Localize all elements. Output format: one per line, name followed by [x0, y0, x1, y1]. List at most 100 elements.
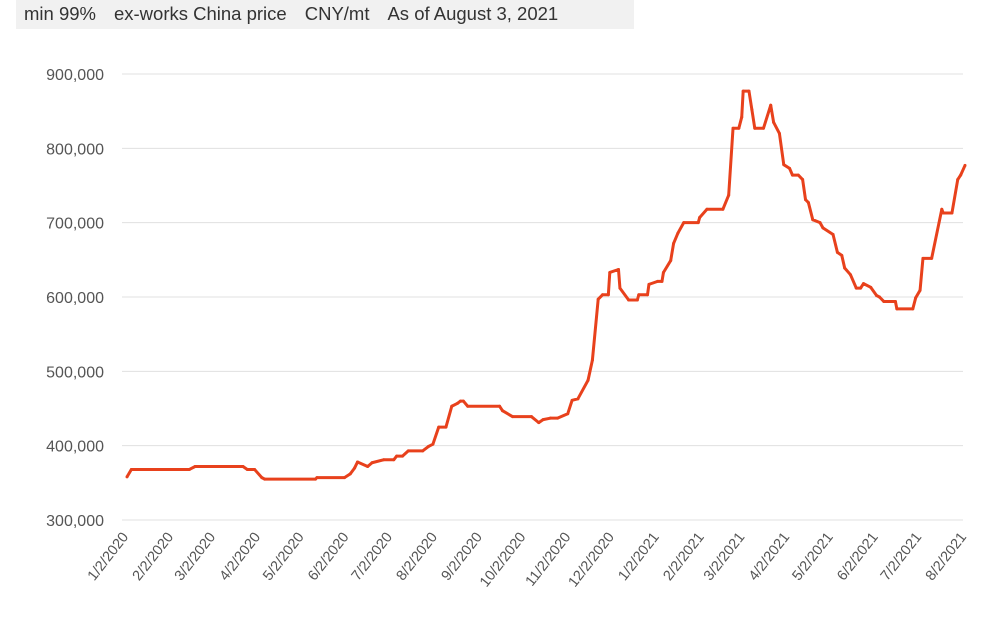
data-point [548, 416, 552, 420]
data-point [601, 293, 605, 297]
x-tick-label: 5/2/2021 [789, 530, 836, 584]
data-point [245, 467, 249, 471]
data-point [356, 460, 360, 464]
data-point [753, 126, 757, 130]
data-point [370, 461, 374, 465]
y-tick-label: 400,000 [46, 439, 104, 456]
data-point [566, 412, 570, 416]
data-point [840, 253, 844, 257]
data-point [914, 296, 918, 300]
data-point [862, 282, 866, 286]
data-point [498, 404, 502, 408]
data-point [645, 293, 649, 297]
data-point [556, 416, 560, 420]
data-point [956, 178, 960, 182]
x-tick-label: 7/2/2021 [878, 530, 925, 584]
y-tick-label: 300,000 [46, 513, 104, 530]
x-tick-label: 2/2/2021 [660, 530, 707, 584]
x-axis: 1/2/20202/2/20203/2/20204/2/20205/2/2020… [85, 530, 970, 591]
data-point [801, 178, 805, 182]
data-point [511, 415, 515, 419]
x-tick-label: 2/2/2020 [130, 530, 177, 584]
x-tick-label: 9/2/2020 [439, 530, 486, 584]
as-of-date-label: As of August 3, 2021 [387, 3, 559, 24]
data-point [821, 226, 825, 230]
data-point [895, 307, 899, 311]
x-tick-label: 1/2/2021 [615, 530, 662, 584]
x-tick-label: 8/2/2020 [394, 530, 441, 584]
data-point [537, 421, 541, 425]
data-point [930, 256, 934, 260]
data-point [437, 425, 441, 429]
data-point [676, 231, 680, 235]
data-point [606, 293, 610, 297]
y-axis: 300,000 400,000 500,000 600,000 700,000 800,0… [46, 67, 104, 530]
unit-label: CNY/mt [304, 3, 370, 24]
data-point [875, 294, 879, 298]
data-point [854, 286, 858, 290]
data-point [698, 215, 702, 219]
data-point [843, 266, 847, 270]
data-point [461, 399, 465, 403]
data-point [392, 458, 396, 462]
data-point [431, 442, 435, 446]
x-tick-label: 6/2/2020 [305, 530, 352, 584]
x-tick-label: 1/2/2020 [85, 530, 132, 584]
data-point [382, 458, 386, 462]
data-point [696, 221, 700, 225]
data-point [586, 378, 590, 382]
y-tick-label: 700,000 [46, 216, 104, 233]
data-point [458, 399, 462, 403]
data-point [790, 173, 794, 177]
data-point [950, 211, 954, 215]
data-point [466, 404, 470, 408]
y-tick-label: 800,000 [46, 141, 104, 158]
data-point [618, 286, 622, 290]
data-point [893, 299, 897, 303]
x-tick-label: 7/2/2020 [349, 530, 396, 584]
data-point [421, 449, 425, 453]
data-point [596, 297, 600, 301]
data-point [731, 126, 735, 130]
data-point [727, 193, 731, 197]
data-point [859, 286, 863, 290]
x-tick-label: 3/2/2020 [172, 530, 219, 584]
data-point [918, 288, 922, 292]
data-point [804, 198, 808, 202]
data-point [963, 163, 967, 167]
data-point [450, 404, 454, 408]
data-point [627, 298, 631, 302]
data-point [263, 477, 267, 481]
y-tick-label: 900,000 [46, 67, 104, 84]
data-point [187, 467, 191, 471]
data-point [590, 358, 594, 362]
x-tick-label: 5/2/2020 [260, 530, 307, 584]
data-point [750, 108, 754, 112]
data-point [253, 467, 257, 471]
data-point [635, 298, 639, 302]
data-point [769, 103, 773, 107]
data-point [848, 273, 852, 277]
data-point [796, 173, 800, 177]
data-point [940, 207, 944, 211]
data-point [877, 295, 881, 299]
data-point [366, 464, 370, 468]
data-point [737, 126, 741, 130]
data-point [353, 466, 357, 470]
data-point [406, 449, 410, 453]
data-point [721, 207, 725, 211]
data-point [530, 415, 534, 419]
data-point [570, 398, 574, 402]
data-point [811, 218, 815, 222]
data-point [777, 131, 781, 135]
data-point [541, 418, 545, 422]
data-point [831, 233, 835, 237]
data-point [669, 259, 673, 263]
data-point [740, 115, 744, 119]
data-point [129, 467, 133, 471]
data-point [741, 89, 745, 93]
data-point [911, 307, 915, 311]
data-point [241, 464, 245, 468]
gridlines [122, 73, 963, 521]
